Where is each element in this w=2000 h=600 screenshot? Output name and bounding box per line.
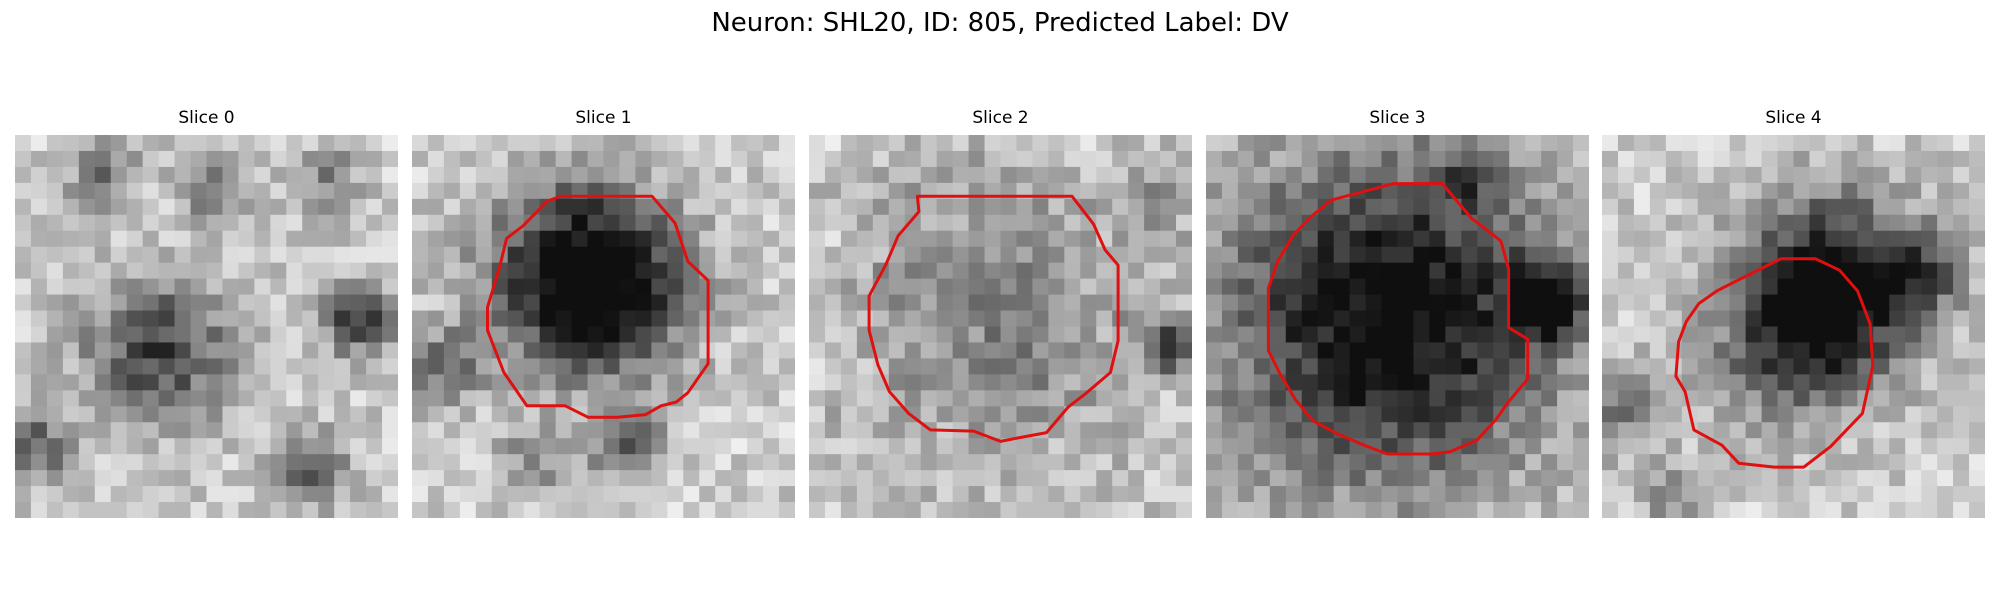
slice-panel-3: Slice 3 (1206, 108, 1589, 520)
slice-image-4 (1602, 135, 1985, 518)
slice-title-0: Slice 0 (15, 108, 398, 128)
slice-title-4: Slice 4 (1602, 108, 1985, 128)
slice-panel-2: Slice 2 (809, 108, 1192, 520)
slice-title-3: Slice 3 (1206, 108, 1589, 128)
slice-panel-1: Slice 1 (412, 108, 795, 520)
slice-image-2 (809, 135, 1192, 518)
slice-title-1: Slice 1 (412, 108, 795, 128)
slice-image-0 (15, 135, 398, 518)
slice-image-3 (1206, 135, 1589, 518)
slice-image-1 (412, 135, 795, 518)
slice-panel-0: Slice 0 (15, 108, 398, 520)
slice-panel-4: Slice 4 (1602, 108, 1985, 520)
slice-title-2: Slice 2 (809, 108, 1192, 128)
figure-title: Neuron: SHL20, ID: 805, Predicted Label:… (0, 8, 2000, 38)
